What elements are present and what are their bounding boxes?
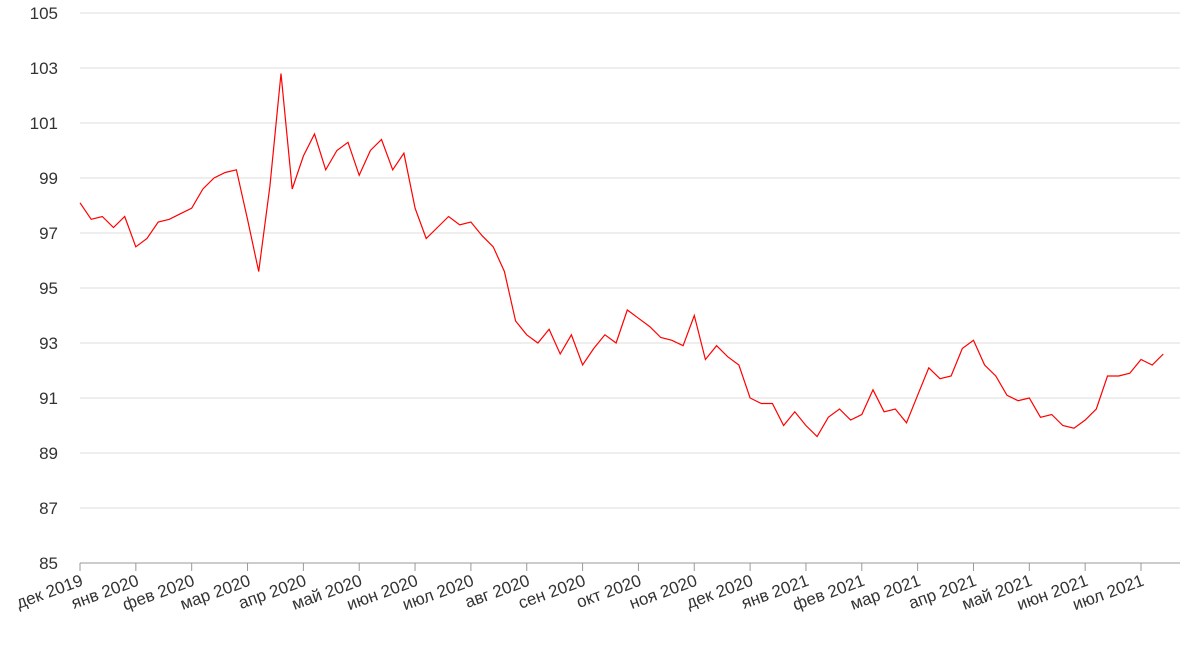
y-tick-label: 89 — [39, 444, 58, 463]
y-tick-label: 103 — [30, 59, 58, 78]
y-tick-label: 99 — [39, 169, 58, 188]
y-tick-label: 95 — [39, 279, 58, 298]
y-tick-label: 101 — [30, 114, 58, 133]
y-tick-label: 97 — [39, 224, 58, 243]
y-tick-label: 93 — [39, 334, 58, 353]
y-tick-label: 87 — [39, 499, 58, 518]
y-tick-label: 85 — [39, 554, 58, 573]
y-tick-label: 105 — [30, 4, 58, 23]
y-tick-label: 91 — [39, 389, 58, 408]
series-line — [79, 73, 1164, 438]
